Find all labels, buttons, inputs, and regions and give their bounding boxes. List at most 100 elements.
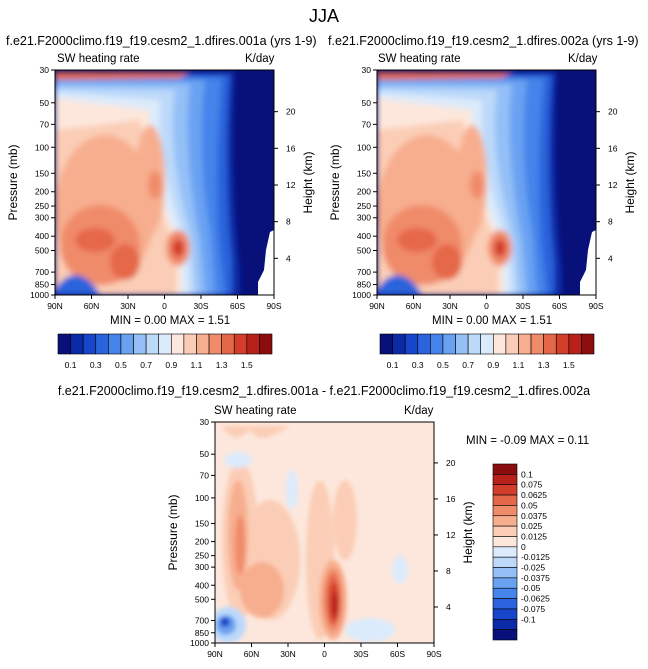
colorbar-swatch [480, 333, 494, 355]
right-axis-title: Height (km) [301, 151, 315, 213]
colorbar-swatch [233, 333, 248, 355]
page-title: JJA [308, 6, 339, 26]
height-tick-label: 12 [608, 180, 618, 190]
y-tick-label: 70 [362, 119, 372, 129]
y-tick-label: 50 [362, 98, 372, 108]
y-tick-label: 150 [357, 168, 371, 178]
colorbar-tick-label: 0.3 [412, 360, 424, 370]
x-tick-label: 30N [280, 649, 296, 659]
height-tick-label: 8 [608, 217, 613, 227]
colorbar-swatch [492, 474, 518, 486]
contour-neg-d [345, 618, 395, 642]
colorbar-tick-label: -0.025 [521, 563, 545, 573]
colorbar-swatch [430, 333, 444, 355]
colorbar-tick-label: -0.075 [521, 604, 545, 614]
panel2-stats: MIN = 0.00 MAX = 1.51 [432, 315, 553, 327]
colorbar-swatch [492, 463, 518, 475]
x-tick-label: 30N [120, 301, 136, 311]
height-tick-label: 12 [446, 530, 456, 540]
y-tick-label: 70 [40, 119, 50, 129]
y-tick-label: 850 [195, 628, 209, 638]
colorbar-tick-label: 0.025 [521, 521, 543, 531]
height-tick-label: 16 [446, 494, 456, 504]
colorbar-tick-label: 0.5 [437, 360, 449, 370]
right-axis-title: Height (km) [461, 501, 475, 563]
colorbar-swatch [492, 587, 518, 599]
y-tick-label: 400 [357, 231, 371, 241]
axes-layer: 305070100150200250300400500700850100090N… [6, 65, 637, 659]
y-tick-label: 50 [200, 449, 210, 459]
y-tick-label: 250 [195, 551, 209, 561]
colorbar-tick-label: 0.1 [521, 469, 533, 479]
colorbar-tick-label: 0.0375 [521, 511, 547, 521]
y-axis-title: Pressure (mb) [328, 144, 342, 220]
colorbar-tick-label: 1.3 [216, 360, 228, 370]
colorbar-swatch [492, 546, 518, 558]
y-tick-label: 850 [357, 280, 371, 290]
contour-pos-0.1 [332, 593, 338, 617]
colorbar-swatch [492, 525, 518, 537]
x-tick-label: 0 [322, 649, 327, 659]
y-tick-label: 30 [40, 65, 50, 75]
height-tick-label: 12 [286, 180, 296, 190]
y-tick-label: 700 [195, 616, 209, 626]
colorbar-swatch [492, 567, 518, 579]
y-tick-label: 500 [357, 246, 371, 256]
height-tick-label: 8 [286, 217, 291, 227]
y-tick-label: 200 [195, 537, 209, 547]
y-tick-label: 500 [195, 594, 209, 604]
y-tick-label: 300 [195, 562, 209, 572]
panel2-variable-label: SW heating rate [378, 53, 461, 65]
topography-mask [580, 230, 596, 295]
colorbar-swatch [259, 333, 273, 355]
colorbar-tick-label: 1.5 [241, 360, 253, 370]
colorbar-swatch [145, 333, 160, 355]
y-axis-title: Pressure (mb) [166, 494, 180, 570]
panel3-stats: MIN = -0.09 MAX = 0.11 [466, 435, 590, 447]
colorbar-tick-label: 0 [521, 542, 526, 552]
colorbar-tick-label: 0.0625 [521, 490, 547, 500]
contour-surface-polar [55, 275, 100, 295]
colorbar-tick-label: 1.1 [513, 360, 525, 370]
panel2-title: f.e21.F2000climo.f19_f19.cesm2_1.dfires.… [328, 34, 639, 48]
y-tick-label: 700 [35, 267, 49, 277]
colorbar-tick-label: 0.9 [487, 360, 499, 370]
colorbar-swatch [492, 536, 518, 548]
colorbar-tick-label: 0.9 [165, 360, 177, 370]
y-tick-label: 250 [35, 201, 49, 211]
x-tick-label: 90N [207, 649, 223, 659]
colorbar-swatch [455, 333, 469, 355]
height-tick-label: 20 [608, 107, 618, 117]
colorbar-tick-label: 1.1 [191, 360, 203, 370]
x-tick-label: 90S [426, 649, 441, 659]
y-tick-label: 70 [200, 470, 210, 480]
panel2-field [377, 70, 596, 295]
colorbar-swatch [492, 618, 518, 630]
panel3-title: f.e21.F2000climo.f19_f19.cesm2_1.dfires.… [57, 384, 591, 398]
contour-level-1.4 [172, 239, 184, 257]
topography-mask [258, 230, 274, 295]
colorbar-swatch [492, 484, 518, 496]
colorbar-swatch [492, 515, 518, 527]
colorbar-tick-label: 1.3 [538, 360, 550, 370]
x-tick-label: 60S [390, 649, 405, 659]
panel3-variable-label: SW heating rate [214, 405, 297, 417]
y-tick-label: 200 [357, 187, 371, 197]
colorbar-swatch [467, 333, 482, 355]
contour-neg-b [224, 452, 252, 468]
contour-stratosphere [55, 72, 190, 80]
height-tick-label: 20 [286, 107, 296, 117]
y-tick-label: 500 [35, 246, 49, 256]
x-tick-label: 60S [552, 301, 567, 311]
y-tick-label: 1000 [30, 290, 49, 300]
height-tick-label: 8 [446, 566, 451, 576]
colorbar-tick-label: -0.1 [521, 614, 536, 624]
y-tick-label: 1000 [352, 290, 371, 300]
colorbar-swatch [530, 333, 544, 355]
colorbar-swatch [518, 333, 532, 355]
panel1-variable-label: SW heating rate [57, 53, 140, 65]
contour-stratosphere [377, 72, 512, 80]
y-tick-label: 200 [35, 187, 49, 197]
height-tick-label: 16 [608, 143, 618, 153]
